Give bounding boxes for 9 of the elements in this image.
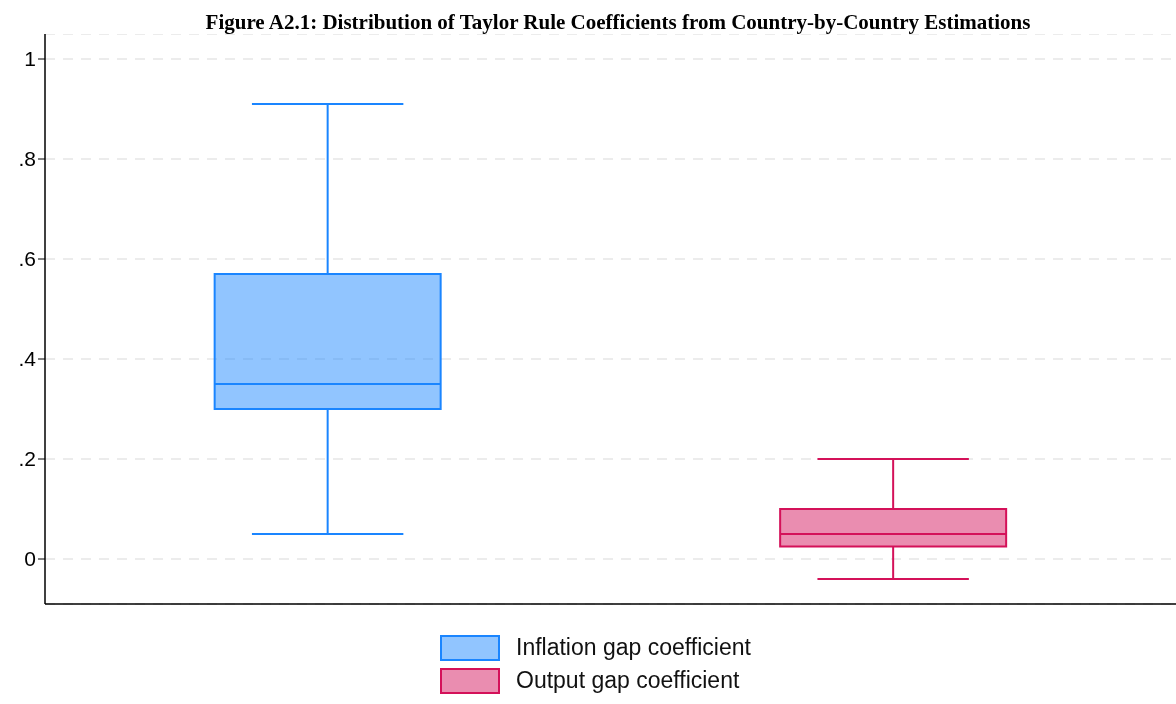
y-tick-label: .4 [18,347,37,371]
chart-title: Figure A2.1: Distribution of Taylor Rule Coefficients from Country-by-Country Estimations [204,10,1032,34]
legend-label: Inflation gap coefficient [516,634,751,661]
y-tick-label: .2 [18,447,36,471]
y-tick-label: .6 [18,247,36,271]
y-tick-label: 0 [24,547,36,571]
y-tick-label: .8 [18,147,36,171]
y-tick-label: 1 [24,47,36,71]
legend-label: Output gap coefficient [516,667,740,694]
